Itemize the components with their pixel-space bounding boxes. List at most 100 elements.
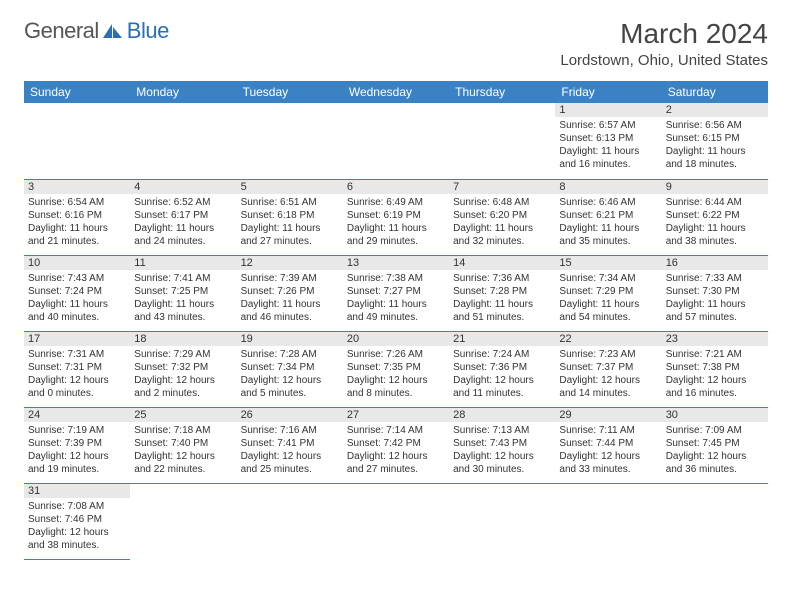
empty-cell <box>343 103 449 179</box>
empty-cell <box>449 103 555 179</box>
empty-cell <box>449 483 555 559</box>
day-info: Sunrise: 6:52 AMSunset: 6:17 PMDaylight:… <box>134 196 232 248</box>
day-dl: Daylight: 12 hours and 14 minutes. <box>559 374 657 400</box>
day-info: Sunrise: 7:23 AMSunset: 7:37 PMDaylight:… <box>559 348 657 400</box>
day-number: 6 <box>343 180 449 194</box>
day-ss: Sunset: 7:42 PM <box>347 437 445 450</box>
day-dl: Daylight: 12 hours and 5 minutes. <box>241 374 339 400</box>
day-number: 15 <box>555 256 661 270</box>
day-ss: Sunset: 7:34 PM <box>241 361 339 374</box>
day-info: Sunrise: 7:24 AMSunset: 7:36 PMDaylight:… <box>453 348 551 400</box>
day-ss: Sunset: 7:32 PM <box>134 361 232 374</box>
day-number: 12 <box>237 256 343 270</box>
day-sr: Sunrise: 6:46 AM <box>559 196 657 209</box>
day-info: Sunrise: 7:41 AMSunset: 7:25 PMDaylight:… <box>134 272 232 324</box>
day-dl: Daylight: 12 hours and 38 minutes. <box>28 526 126 552</box>
day-ss: Sunset: 7:46 PM <box>28 513 126 526</box>
day-sr: Sunrise: 7:28 AM <box>241 348 339 361</box>
day-ss: Sunset: 7:38 PM <box>666 361 764 374</box>
day-info: Sunrise: 7:11 AMSunset: 7:44 PMDaylight:… <box>559 424 657 476</box>
day-info: Sunrise: 7:26 AMSunset: 7:35 PMDaylight:… <box>347 348 445 400</box>
empty-cell <box>662 483 768 559</box>
day-sr: Sunrise: 7:26 AM <box>347 348 445 361</box>
day-dl: Daylight: 11 hours and 16 minutes. <box>559 145 657 171</box>
calendar-header-row: SundayMondayTuesdayWednesdayThursdayFrid… <box>24 81 768 103</box>
day-sr: Sunrise: 7:43 AM <box>28 272 126 285</box>
empty-cell <box>237 103 343 179</box>
day-info: Sunrise: 7:28 AMSunset: 7:34 PMDaylight:… <box>241 348 339 400</box>
day-cell: 15 Sunrise: 7:34 AMSunset: 7:29 PMDayligh… <box>555 255 661 331</box>
day-sr: Sunrise: 6:56 AM <box>666 119 764 132</box>
location-text: Lordstown, Ohio, United States <box>560 52 768 69</box>
day-sr: Sunrise: 7:34 AM <box>559 272 657 285</box>
day-sr: Sunrise: 7:18 AM <box>134 424 232 437</box>
day-number: 29 <box>555 408 661 422</box>
day-info: Sunrise: 7:19 AMSunset: 7:39 PMDaylight:… <box>28 424 126 476</box>
day-number: 20 <box>343 332 449 346</box>
weekday-header: Friday <box>555 81 661 103</box>
day-number: 9 <box>662 180 768 194</box>
day-number: 26 <box>237 408 343 422</box>
logo: General Blue <box>24 18 169 44</box>
day-number: 1 <box>555 103 661 117</box>
day-cell: 31Sunrise: 7:08 AMSunset: 7:46 PMDayligh… <box>24 483 130 559</box>
day-cell: 8Sunrise: 6:46 AMSunset: 6:21 PMDaylight… <box>555 179 661 255</box>
day-cell: 14Sunrise: 7:36 AMSunset: 7:28 PMDayligh… <box>449 255 555 331</box>
logo-text-1: General <box>24 18 99 44</box>
day-number: 11 <box>130 256 236 270</box>
day-number: 31 <box>24 484 130 498</box>
day-info: Sunrise: 6:57 AMSunset: 6:13 PMDaylight:… <box>559 119 657 171</box>
day-info: Sunrise: 7:33 AMSunset: 7:30 PMDaylight:… <box>666 272 764 324</box>
day-ss: Sunset: 7:39 PM <box>28 437 126 450</box>
day-number: 3 <box>24 180 130 194</box>
empty-cell <box>24 103 130 179</box>
empty-cell <box>237 483 343 559</box>
day-cell: 9Sunrise: 6:44 AMSunset: 6:22 PMDaylight… <box>662 179 768 255</box>
day-cell: 21 Sunrise: 7:24 AMSunset: 7:36 PMDayligh… <box>449 331 555 407</box>
day-number: 17 <box>24 332 130 346</box>
day-dl: Daylight: 11 hours and 43 minutes. <box>134 298 232 324</box>
day-number: 13 <box>343 256 449 270</box>
empty-cell <box>130 483 236 559</box>
day-dl: Daylight: 11 hours and 27 minutes. <box>241 222 339 248</box>
day-info: Sunrise: 7:34 AMSunset: 7:29 PMDaylight:… <box>559 272 657 324</box>
day-number: 24 <box>24 408 130 422</box>
day-number: 18 <box>130 332 236 346</box>
day-dl: Daylight: 11 hours and 21 minutes. <box>28 222 126 248</box>
day-ss: Sunset: 7:29 PM <box>559 285 657 298</box>
day-number: 7 <box>449 180 555 194</box>
day-ss: Sunset: 7:30 PM <box>666 285 764 298</box>
day-dl: Daylight: 11 hours and 32 minutes. <box>453 222 551 248</box>
day-number: 21 <box>449 332 555 346</box>
day-sr: Sunrise: 7:21 AM <box>666 348 764 361</box>
day-ss: Sunset: 7:25 PM <box>134 285 232 298</box>
day-sr: Sunrise: 7:19 AM <box>28 424 126 437</box>
day-info: Sunrise: 6:51 AMSunset: 6:18 PMDaylight:… <box>241 196 339 248</box>
day-cell: 27Sunrise: 7:14 AMSunset: 7:42 PMDayligh… <box>343 407 449 483</box>
day-cell: 1 Sunrise: 6:57 AMSunset: 6:13 PMDaylight… <box>555 103 661 179</box>
day-info: Sunrise: 7:14 AMSunset: 7:42 PMDaylight:… <box>347 424 445 476</box>
calendar-table: SundayMondayTuesdayWednesdayThursdayFrid… <box>24 81 768 560</box>
weekday-header: Wednesday <box>343 81 449 103</box>
day-ss: Sunset: 7:28 PM <box>453 285 551 298</box>
day-dl: Daylight: 11 hours and 46 minutes. <box>241 298 339 324</box>
day-ss: Sunset: 6:18 PM <box>241 209 339 222</box>
day-info: Sunrise: 7:09 AMSunset: 7:45 PMDaylight:… <box>666 424 764 476</box>
day-dl: Daylight: 11 hours and 57 minutes. <box>666 298 764 324</box>
day-ss: Sunset: 7:40 PM <box>134 437 232 450</box>
day-dl: Daylight: 11 hours and 49 minutes. <box>347 298 445 324</box>
day-cell: 12 Sunrise: 7:39 AMSunset: 7:26 PMDayligh… <box>237 255 343 331</box>
logo-text-2: Blue <box>127 18 169 44</box>
day-info: Sunrise: 7:39 AMSunset: 7:26 PMDaylight:… <box>241 272 339 324</box>
day-info: Sunrise: 7:29 AMSunset: 7:32 PMDaylight:… <box>134 348 232 400</box>
day-number: 4 <box>130 180 236 194</box>
day-sr: Sunrise: 7:31 AM <box>28 348 126 361</box>
day-cell: 22Sunrise: 7:23 AMSunset: 7:37 PMDayligh… <box>555 331 661 407</box>
day-cell: 13Sunrise: 7:38 AMSunset: 7:27 PMDayligh… <box>343 255 449 331</box>
day-sr: Sunrise: 7:11 AM <box>559 424 657 437</box>
day-cell: 24 Sunrise: 7:19 AMSunset: 7:39 PMDayligh… <box>24 407 130 483</box>
day-sr: Sunrise: 6:49 AM <box>347 196 445 209</box>
day-cell: 30Sunrise: 7:09 AMSunset: 7:45 PMDayligh… <box>662 407 768 483</box>
day-sr: Sunrise: 7:24 AM <box>453 348 551 361</box>
day-sr: Sunrise: 7:09 AM <box>666 424 764 437</box>
